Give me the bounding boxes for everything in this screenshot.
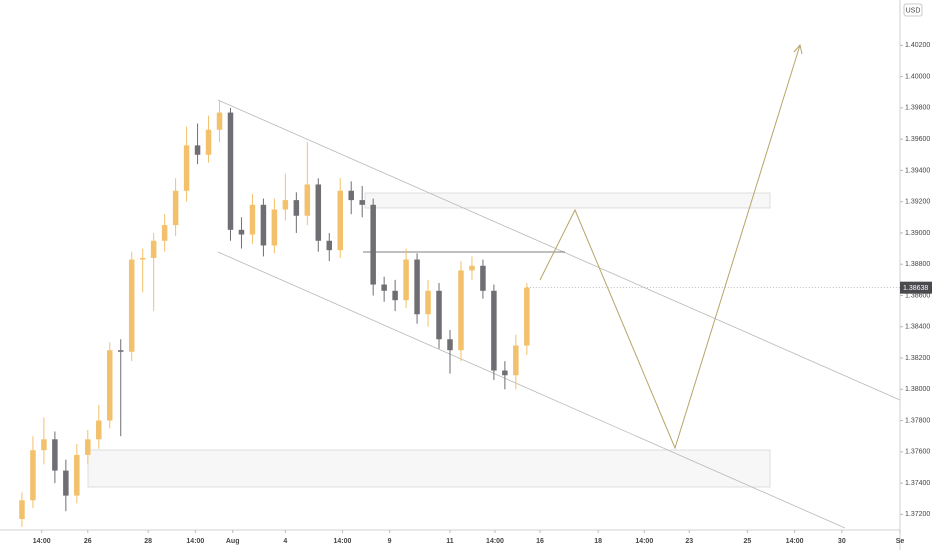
x-tick-label: 14:00 [635,538,653,545]
candle-body [172,190,179,226]
candle-body [436,290,442,340]
x-tick-label: 18 [594,538,602,545]
candle-body [128,259,135,352]
x-tick-label: 16 [536,538,544,545]
candle-body [30,450,36,501]
zone-upper [364,192,771,209]
x-tick-label: 14:00 [33,538,51,545]
candle-body [74,454,80,496]
y-tick-label: 1.38400 [905,324,930,331]
last-price-label: 1.38638 [903,285,928,292]
x-tick-label: 9 [388,538,392,545]
projection-path [539,44,801,450]
candle-body [491,290,497,371]
candle-body [260,204,267,246]
x-tick-label: 14:00 [186,538,204,545]
x-tick-label: 23 [685,538,693,545]
candle-body [117,350,124,352]
x-tick-label: 26 [84,538,92,545]
y-tick-label: 1.37200 [905,511,930,518]
candle-body [150,240,157,258]
candle-body [161,225,168,241]
candle-body [216,112,223,130]
currency-badge[interactable] [903,3,923,17]
candle-body [447,339,453,351]
candle-body [293,200,300,216]
currency-label: USD [906,7,921,14]
channel-upper [217,99,901,401]
candle-body [370,204,376,285]
x-tick-label: Aug [226,538,240,545]
candle-body [381,284,387,291]
x-tick-label: 14:00 [486,538,504,545]
y-tick-label: 1.39400 [905,167,930,174]
candle-body [326,240,333,251]
y-tick-label: 1.40200 [905,42,930,49]
y-tick-label: 1.38200 [905,355,930,362]
zone-lower [87,449,771,488]
channel-lower [217,251,846,529]
candle-body [348,190,354,201]
x-tick-label: 28 [144,538,152,545]
y-tick-label: 1.38000 [905,386,930,393]
candle-body [337,190,343,251]
y-tick-label: 1.38800 [905,261,930,268]
y-tick-label: 1.37400 [905,480,930,487]
candle-body [63,470,69,496]
candle-body [205,129,212,155]
candle-body [249,204,256,235]
candle-body [469,265,475,271]
candle-body [359,200,365,205]
candle-body [403,259,409,301]
candle-body [52,439,58,471]
y-tick-label: 1.38600 [905,292,930,299]
candle-body [107,350,113,421]
candle-body [458,270,464,351]
y-tick-label: 1.37800 [905,417,930,424]
candle-body [502,370,508,376]
last-price-box [900,281,932,294]
candle-body [183,145,190,191]
candle-body [414,259,420,315]
x-tick-label: Se [896,538,905,545]
candle-body [304,184,311,216]
y-tick-label: 1.39000 [905,230,930,237]
candle-body [425,290,431,315]
y-tick-label: 1.37600 [905,449,930,456]
x-tick-label: 30 [838,538,846,545]
candle-body [194,145,201,155]
x-tick-label: 25 [744,538,752,545]
candle-body [282,200,289,210]
candle-body [392,290,398,301]
projection-arrow [793,43,803,55]
candle-body [271,209,278,246]
candle-body [41,439,47,451]
y-tick-label: 1.40000 [905,73,930,80]
y-tick-label: 1.39600 [905,136,930,143]
x-tick-label: 14:00 [786,538,804,545]
candle-body [524,287,530,346]
y-tick-label: 1.39200 [905,199,930,206]
candle-body [227,112,234,230]
candle-body [85,439,91,455]
y-tick-label: 1.39800 [905,105,930,112]
candle-body [480,265,486,291]
candle-body [513,345,519,376]
x-tick-label: 14:00 [333,538,351,545]
candle-body [96,420,102,440]
candle-body [139,257,146,260]
candle-body [238,229,245,235]
marks [19,100,530,527]
candle-body [315,184,322,241]
x-tick-label: 11 [446,538,454,545]
candle-body [19,500,25,520]
x-tick-label: 4 [283,538,287,545]
